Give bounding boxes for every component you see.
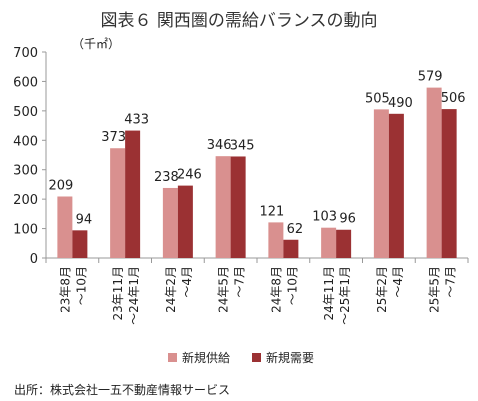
bar-demand	[72, 230, 88, 258]
data-label-demand: 345	[230, 138, 255, 153]
data-label-supply: 346	[207, 138, 232, 153]
chart-title: 図表６ 関西圏の需給バランスの動向	[100, 11, 378, 31]
x-tick-label: ～4月	[180, 266, 194, 298]
x-tick-label: 24年5月	[217, 266, 231, 313]
legend: 新規供給 新規需要	[168, 349, 314, 366]
x-tick-label: ～7月	[233, 266, 247, 298]
bar-supply	[162, 187, 178, 258]
data-label-demand: 96	[339, 212, 356, 227]
legend-label-demand: 新規需要	[266, 351, 315, 365]
y-tick-label: 0	[30, 252, 38, 267]
bar-demand	[441, 109, 457, 258]
legend-label-supply: 新規供給	[182, 351, 231, 365]
bar-demand	[230, 156, 246, 258]
bar-supply	[268, 222, 284, 258]
x-tick-label: 24年11月	[322, 266, 336, 321]
y-tick-label: 600	[13, 75, 38, 90]
data-label-demand: 506	[441, 91, 466, 106]
data-label-supply: 579	[418, 70, 443, 85]
y-tick-label: 700	[13, 46, 38, 61]
bar-supply	[426, 87, 442, 258]
data-label-supply: 505	[365, 91, 390, 106]
bar-demand	[283, 239, 299, 258]
x-tick-label: ～25年1月	[338, 266, 352, 325]
data-label-supply: 121	[259, 204, 284, 219]
data-label-demand: 94	[76, 212, 93, 227]
y-axis-label: （千㎡）	[72, 37, 120, 51]
data-label-supply: 209	[48, 178, 73, 193]
legend-swatch-supply	[168, 353, 177, 362]
data-label-demand: 490	[388, 96, 413, 111]
bar-demand	[125, 130, 141, 258]
x-tick-label: ～7月	[444, 266, 458, 298]
legend-item-supply: 新規供給	[168, 349, 230, 366]
bar-supply	[57, 196, 73, 258]
x-tick-label: 24年8月	[269, 266, 283, 313]
y-tick-label: 400	[13, 134, 38, 149]
bar-demand	[336, 229, 352, 258]
x-tick-label: 25年2月	[375, 266, 389, 313]
bar-supply	[110, 148, 126, 258]
bar-supply	[215, 156, 231, 258]
y-tick-label: 200	[13, 193, 38, 208]
x-tick-label: 23年8月	[58, 266, 72, 313]
x-tick-label: ～10月	[74, 266, 88, 305]
data-label-demand: 433	[124, 113, 149, 128]
y-tick-label: 300	[13, 164, 38, 179]
bar-demand	[177, 185, 193, 258]
x-tick-label: 23年11月	[111, 266, 125, 321]
bar-demand	[388, 113, 404, 258]
y-tick-label: 500	[13, 105, 38, 120]
x-tick-label: ～10月	[285, 266, 299, 305]
bar-supply	[373, 109, 389, 258]
data-label-demand: 62	[287, 222, 304, 237]
x-tick-label: ～4月	[391, 266, 405, 298]
x-tick-label: 25年5月	[428, 266, 442, 313]
data-label-supply: 373	[101, 130, 126, 145]
data-label-demand: 246	[177, 168, 202, 183]
data-label-supply: 238	[154, 170, 179, 185]
y-tick-label: 100	[13, 223, 38, 238]
legend-swatch-demand	[252, 353, 262, 362]
source-note: 出所：株式会社一五不動産情報サービス	[14, 383, 231, 397]
data-label-supply: 103	[312, 210, 337, 225]
bar-supply	[321, 227, 337, 258]
x-tick-label: ～24年1月	[127, 266, 141, 325]
legend-item-demand: 新規需要	[252, 349, 314, 366]
x-tick-label: 24年2月	[164, 266, 178, 313]
